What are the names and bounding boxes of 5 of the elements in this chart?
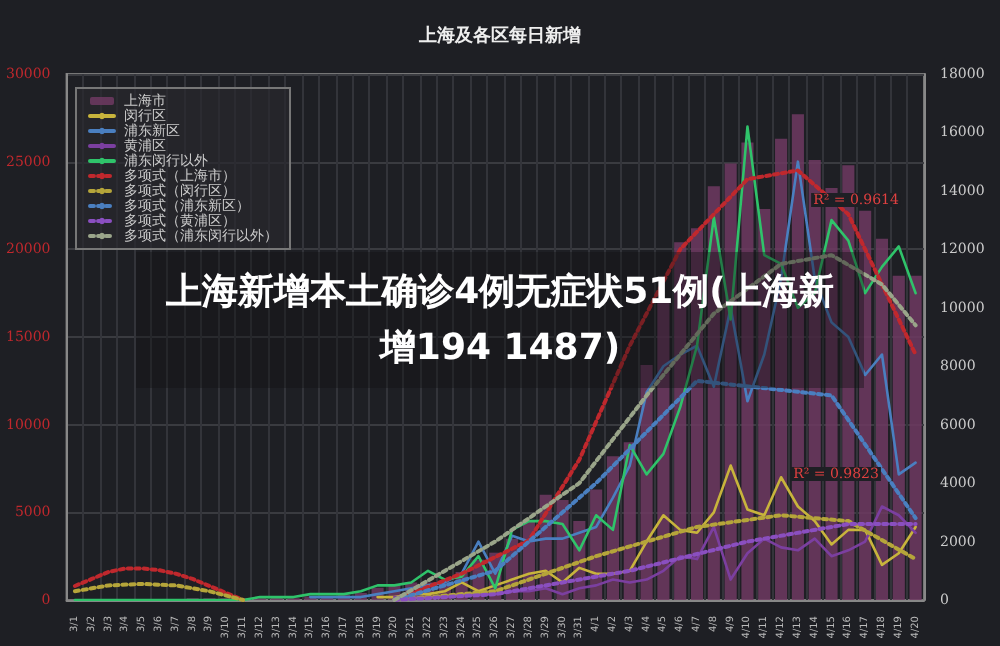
annotation: 上海新增本土确诊4例无症状51例(上海新增194 1487) <box>164 271 834 369</box>
chart-title: 上海及各区每日新增 <box>417 25 581 47</box>
line-series <box>376 464 917 599</box>
bar <box>909 275 922 600</box>
line-series <box>309 160 917 599</box>
